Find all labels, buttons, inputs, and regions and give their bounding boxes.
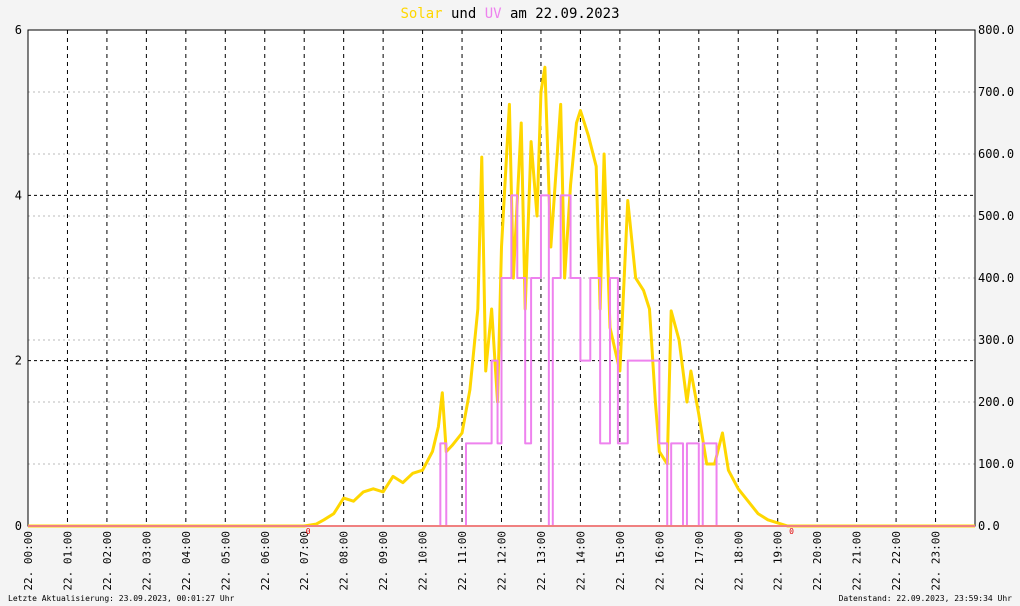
x-tick-label: 22. 03:00 bbox=[140, 531, 153, 591]
x-tick-label: 22. 04:00 bbox=[180, 531, 193, 591]
x-tick-label: 22. 23:00 bbox=[930, 531, 943, 591]
title-part: und bbox=[451, 6, 476, 22]
footer-left: Letzte Aktualisierung: 23.09.2023, 00:01… bbox=[8, 594, 235, 603]
x-tick-label: 22. 09:00 bbox=[377, 531, 390, 591]
x-tick-label: 22. 10:00 bbox=[417, 531, 430, 591]
y-tick-label: 4 bbox=[15, 188, 22, 202]
y2-tick-label: 500.0 bbox=[978, 209, 1014, 223]
y2-tick-label: 600.0 bbox=[978, 147, 1014, 161]
x-tick-label: 22. 11:00 bbox=[456, 531, 469, 591]
x-tick-label: 22. 17:00 bbox=[693, 531, 706, 591]
series-line bbox=[28, 194, 975, 527]
y2-tick-label: 400.0 bbox=[978, 271, 1014, 285]
series-line bbox=[28, 65, 975, 528]
annotation: 0 bbox=[306, 527, 311, 536]
x-tick-label: 22. 06:00 bbox=[259, 531, 272, 591]
x-tick-label: 22. 02:00 bbox=[101, 531, 114, 591]
x-tick-label: 22. 05:00 bbox=[219, 531, 232, 591]
y2-tick-label: 100.0 bbox=[978, 457, 1014, 471]
x-tick-label: 22. 22:00 bbox=[890, 531, 903, 591]
x-tick-label: 22. 00:00 bbox=[22, 531, 35, 591]
x-tick-label: 22. 13:00 bbox=[535, 531, 548, 591]
y2-tick-label: 200.0 bbox=[978, 395, 1014, 409]
chart-title: Solar und UV am 22.09.2023 bbox=[400, 6, 619, 22]
x-tick-label: 22. 14:00 bbox=[574, 531, 587, 591]
y2-tick-label: 800.0 bbox=[978, 23, 1014, 37]
title-part: am 22.09.2023 bbox=[510, 6, 620, 22]
title-part: Solar bbox=[400, 6, 442, 22]
x-tick-label: 22. 01:00 bbox=[61, 531, 74, 591]
x-tick-label: 22. 08:00 bbox=[338, 531, 351, 591]
title-part: UV bbox=[485, 6, 502, 22]
footer-right: Datenstand: 22.09.2023, 23:59:34 Uhr bbox=[839, 594, 1013, 603]
x-tick-label: 22. 19:00 bbox=[772, 531, 785, 591]
y2-tick-label: 700.0 bbox=[978, 85, 1014, 99]
y-tick-label: 0 bbox=[15, 519, 22, 533]
x-tick-label: 22. 07:00 bbox=[298, 531, 311, 591]
x-tick-label: 22. 18:00 bbox=[732, 531, 745, 591]
y2-tick-label: 0.0 bbox=[978, 519, 1000, 533]
y2-tick-label: 300.0 bbox=[978, 333, 1014, 347]
annotation: 0 bbox=[789, 527, 794, 536]
y-tick-label: 6 bbox=[15, 23, 22, 37]
x-tick-label: 22. 15:00 bbox=[614, 531, 627, 591]
x-tick-label: 22. 16:00 bbox=[653, 531, 666, 591]
x-tick-label: 22. 20:00 bbox=[811, 531, 824, 591]
x-tick-label: 22. 21:00 bbox=[851, 531, 864, 591]
x-tick-label: 22. 12:00 bbox=[496, 531, 509, 591]
y-tick-label: 2 bbox=[15, 354, 22, 368]
